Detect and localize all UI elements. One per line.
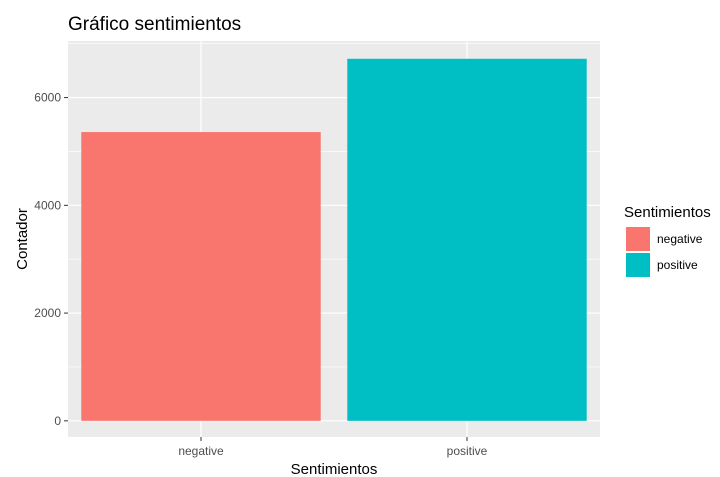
y-tick-label: 4000	[34, 198, 61, 212]
y-tick-label: 0	[54, 414, 61, 428]
x-tick-label: positive	[447, 444, 488, 458]
y-tick-label: 2000	[34, 306, 61, 320]
legend-entries: negative positive	[626, 227, 703, 277]
legend-title: Sentimientos	[624, 204, 711, 221]
x-axis-title: Sentimientos	[291, 461, 378, 477]
x-tick-label: negative	[178, 444, 224, 458]
legend-label-positive: positive	[657, 258, 698, 272]
y-tick-label: 6000	[34, 91, 61, 105]
legend-swatch-negative	[626, 227, 650, 251]
x-axis-ticks: negative positive	[178, 437, 488, 458]
legend: Sentimientos negative positive	[624, 204, 711, 277]
bar-negative	[81, 132, 321, 421]
bar-positive	[347, 58, 587, 421]
bars	[81, 58, 587, 421]
chart-title: Gráfico sentimientos	[68, 14, 241, 35]
y-axis-ticks: 0 2000 4000 6000	[34, 91, 68, 428]
legend-swatch-positive	[626, 253, 650, 277]
legend-label-negative: negative	[657, 232, 703, 246]
y-axis-title: Contador	[14, 208, 31, 270]
